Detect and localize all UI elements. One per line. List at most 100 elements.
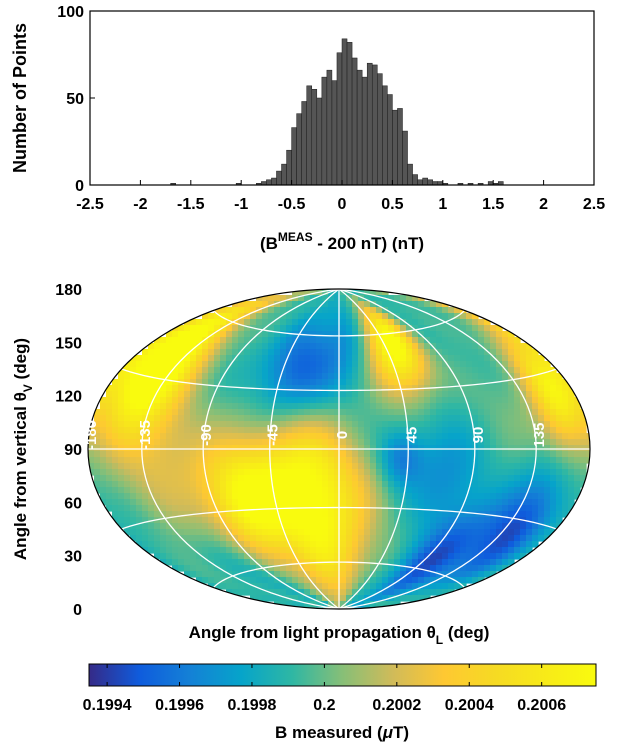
map-cell	[580, 415, 587, 422]
map-cell	[526, 517, 533, 524]
map-cell	[406, 421, 413, 428]
map-cell	[298, 361, 305, 368]
map-cell	[538, 511, 545, 518]
map-cell	[250, 433, 257, 440]
map-cell	[412, 379, 419, 386]
map-cell	[346, 367, 353, 374]
map-cell	[580, 427, 587, 434]
map-cell	[232, 493, 239, 500]
map-cell	[238, 391, 245, 398]
map-cell	[478, 493, 485, 500]
map-cell	[388, 433, 395, 440]
map-cell	[520, 463, 527, 470]
map-cell	[256, 313, 263, 320]
map-cell	[478, 535, 485, 542]
map-cell	[346, 319, 353, 326]
map-cell	[274, 487, 281, 494]
map-cell	[118, 457, 125, 464]
map-cell	[328, 301, 335, 308]
map-cell	[406, 553, 413, 560]
map-cell	[190, 487, 197, 494]
map-cell	[442, 553, 449, 560]
map-cell	[160, 463, 167, 470]
map-cell	[238, 433, 245, 440]
map-cell	[412, 403, 419, 410]
map-cell	[490, 475, 497, 482]
map-cell	[454, 517, 461, 524]
map-cell	[238, 457, 245, 464]
map-cell	[202, 475, 209, 482]
map-cell	[214, 547, 221, 554]
map-cell	[358, 445, 365, 452]
map-cell	[352, 295, 359, 302]
map-cell	[514, 379, 521, 386]
map-cell	[364, 403, 371, 410]
map-cell	[556, 427, 563, 434]
map-cell	[292, 379, 299, 386]
map-cell	[370, 385, 377, 392]
map-cell	[478, 325, 485, 332]
map-cell	[484, 559, 491, 566]
map-cell	[490, 391, 497, 398]
map-cell	[472, 349, 479, 356]
map-cell	[376, 337, 383, 344]
map-cell	[346, 361, 353, 368]
map-cell	[424, 583, 431, 590]
map-cell	[364, 463, 371, 470]
map-cell	[256, 403, 263, 410]
map-cell	[106, 469, 113, 476]
map-cell	[412, 313, 419, 320]
map-cell	[544, 493, 551, 500]
map-cell	[250, 529, 257, 536]
map-cell	[190, 427, 197, 434]
map-cell	[538, 373, 545, 380]
map-cell	[154, 505, 161, 512]
map-cell	[460, 379, 467, 386]
map-cell	[346, 385, 353, 392]
map-cell	[322, 373, 329, 380]
map-cell	[190, 379, 197, 386]
map-cell	[424, 325, 431, 332]
map-cell	[466, 433, 473, 440]
map-cell	[448, 559, 455, 566]
map-cell	[316, 583, 323, 590]
map-cell	[436, 463, 443, 470]
map-cell	[334, 313, 341, 320]
map-cell	[160, 433, 167, 440]
map-cell	[346, 451, 353, 458]
map-cell	[412, 427, 419, 434]
map-cell	[400, 589, 407, 596]
map-cell	[340, 421, 347, 428]
map-cell	[238, 373, 245, 380]
map-cell	[190, 475, 197, 482]
map-cell	[436, 439, 443, 446]
map-cell	[232, 529, 239, 536]
map-y-tick-label: 90	[64, 442, 82, 459]
map-cell	[460, 349, 467, 356]
map-cell	[424, 355, 431, 362]
map-cell	[568, 493, 575, 500]
map-cell	[436, 313, 443, 320]
map-cell	[268, 343, 275, 350]
map-y-tick-label: 150	[55, 335, 82, 352]
map-cell	[382, 367, 389, 374]
map-cell	[310, 373, 317, 380]
map-cell	[406, 469, 413, 476]
map-cell	[562, 493, 569, 500]
map-cell	[460, 421, 467, 428]
map-cell	[568, 505, 575, 512]
map-cell	[508, 499, 515, 506]
map-cell	[136, 523, 143, 530]
map-cell	[502, 391, 509, 398]
map-cell	[454, 457, 461, 464]
map-cell	[382, 427, 389, 434]
map-cell	[418, 391, 425, 398]
map-cell	[184, 571, 191, 578]
histogram-bar	[341, 38, 348, 186]
map-cell	[400, 391, 407, 398]
map-cell	[370, 295, 377, 302]
map-cell	[388, 493, 395, 500]
map-cell	[286, 439, 293, 446]
map-cell	[496, 415, 503, 422]
map-cell	[94, 481, 101, 488]
